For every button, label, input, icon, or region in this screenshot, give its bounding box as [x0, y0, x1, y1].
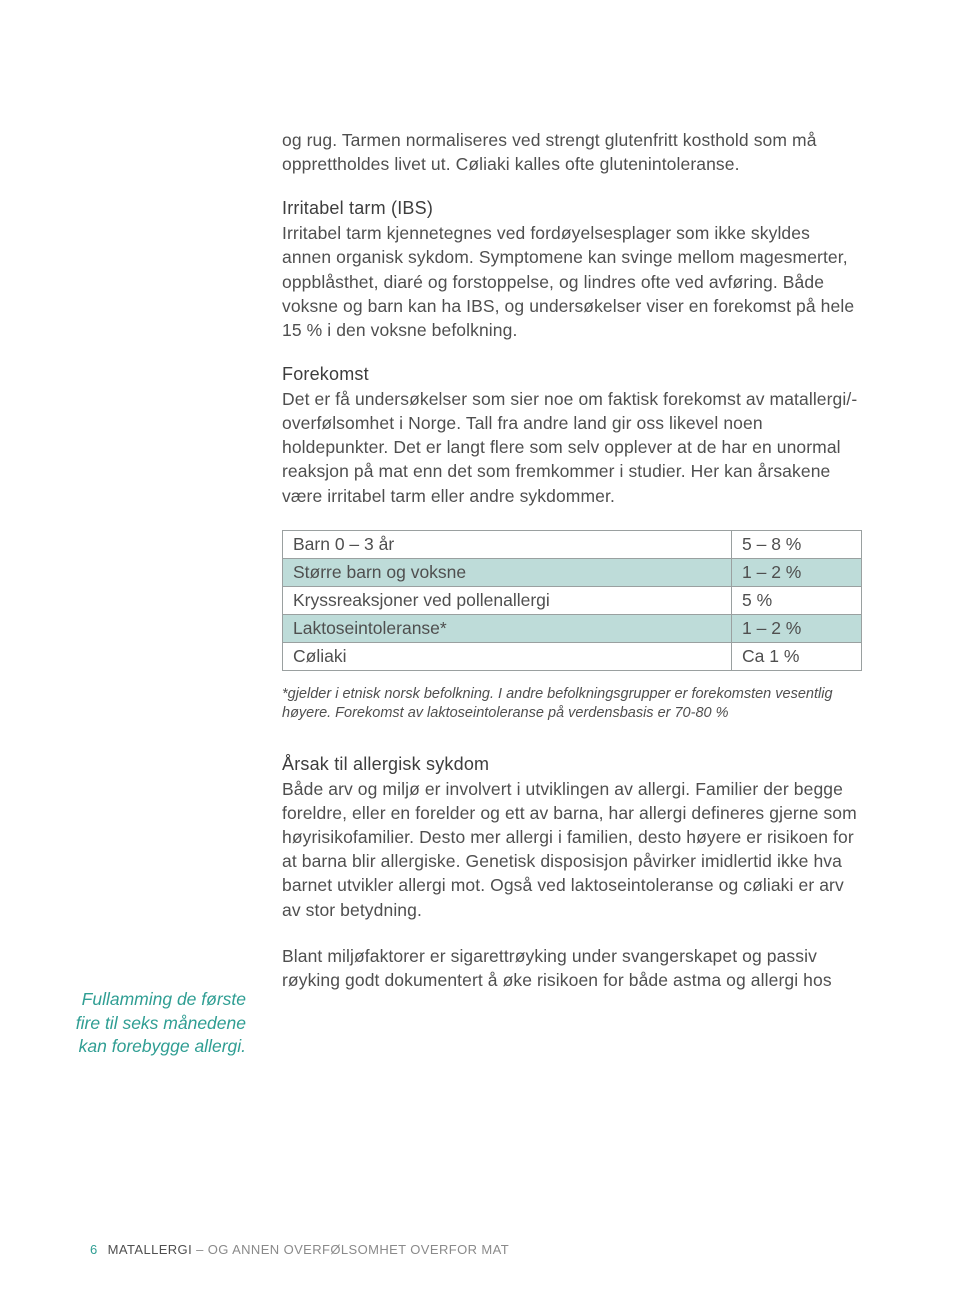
- table-row: Kryssreaksjoner ved pollenallergi5 %: [283, 586, 862, 614]
- aarsak-para2: Blant miljøfaktorer er sigarettrøyking u…: [282, 944, 862, 992]
- section-ibs: Irritabel tarm (IBS) Irritabel tarm kjen…: [282, 198, 862, 342]
- table-cell: 5 – 8 %: [732, 530, 862, 558]
- table-row: Større barn og voksne1 – 2 %: [283, 558, 862, 586]
- table-row: Barn 0 – 3 år5 – 8 %: [283, 530, 862, 558]
- forekomst-heading: Forekomst: [282, 364, 862, 385]
- intro-paragraph: og rug. Tarmen normaliseres ved strengt …: [282, 128, 862, 176]
- footer-title-light: – OG ANNEN OVERFØLSOMHET OVERFOR MAT: [192, 1242, 509, 1257]
- ibs-heading: Irritabel tarm (IBS): [282, 198, 862, 219]
- sidebar-callout: Fullamming de første fire til seks måned…: [72, 988, 264, 1059]
- section-aarsak: Årsak til allergisk sykdom Både arv og m…: [282, 754, 862, 992]
- aarsak-para1: Både arv og miljø er involvert i utvikli…: [282, 777, 862, 922]
- table-cell: Cøliaki: [283, 642, 732, 670]
- main-column: og rug. Tarmen normaliseres ved strengt …: [282, 128, 862, 992]
- table-body: Barn 0 – 3 år5 – 8 %Større barn og voksn…: [283, 530, 862, 670]
- table-cell: Kryssreaksjoner ved pollenallergi: [283, 586, 732, 614]
- table-cell: 1 – 2 %: [732, 558, 862, 586]
- page-footer: 6 MATALLERGI – OG ANNEN OVERFØLSOMHET OV…: [90, 1242, 509, 1257]
- table-cell: 1 – 2 %: [732, 614, 862, 642]
- table-cell: 5 %: [732, 586, 862, 614]
- table-cell: Større barn og voksne: [283, 558, 732, 586]
- forekomst-table: Barn 0 – 3 år5 – 8 %Større barn og voksn…: [282, 530, 862, 671]
- footer-page-number: 6: [90, 1242, 98, 1257]
- table-cell: Laktoseintoleranse*: [283, 614, 732, 642]
- table-row: Laktoseintoleranse*1 – 2 %: [283, 614, 862, 642]
- table-row: CøliakiCa 1 %: [283, 642, 862, 670]
- section-forekomst: Forekomst Det er få undersøkelser som si…: [282, 364, 862, 508]
- footer-title-strong: MATALLERGI: [108, 1242, 192, 1257]
- table-cell: Barn 0 – 3 år: [283, 530, 732, 558]
- table-footnote: *gjelder i etnisk norsk befolkning. I an…: [282, 685, 862, 724]
- forekomst-body: Det er få undersøkelser som sier noe om …: [282, 387, 862, 508]
- ibs-body: Irritabel tarm kjennetegnes ved fordøyel…: [282, 221, 862, 342]
- aarsak-heading: Årsak til allergisk sykdom: [282, 754, 862, 775]
- page: og rug. Tarmen normaliseres ved strengt …: [0, 0, 960, 1299]
- table-cell: Ca 1 %: [732, 642, 862, 670]
